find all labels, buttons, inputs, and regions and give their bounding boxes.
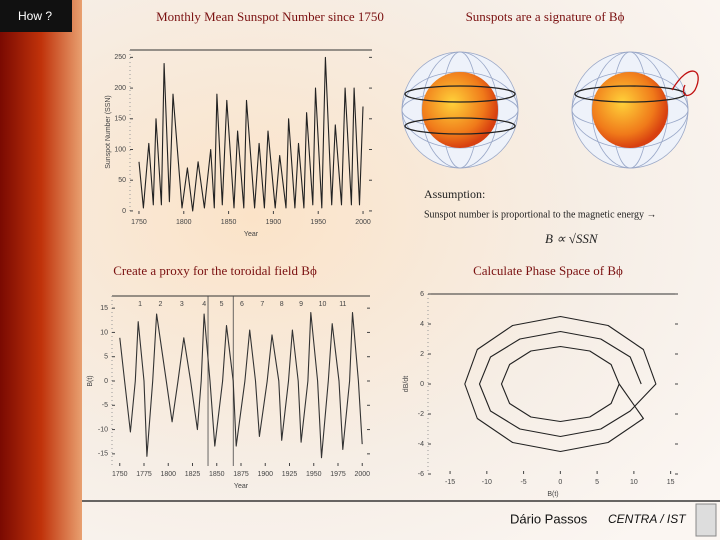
y-tick-label: -4 bbox=[418, 441, 424, 448]
cycle-label: 4 bbox=[202, 301, 206, 308]
cycle-label: 7 bbox=[260, 301, 264, 308]
y-axis-label: Sunspot Number (SSN) bbox=[105, 95, 112, 169]
cycle-label: 9 bbox=[299, 301, 303, 308]
sphere-left bbox=[401, 51, 519, 169]
y-tick-label: 4 bbox=[420, 321, 424, 328]
y-tick-label: 50 bbox=[118, 177, 126, 184]
x-tick-label: 2000 bbox=[355, 219, 371, 226]
data-line bbox=[464, 315, 657, 453]
x-tick-label: 1925 bbox=[282, 471, 298, 478]
y-tick-label: 100 bbox=[114, 146, 126, 153]
x-tick-label: 15 bbox=[667, 479, 675, 486]
y-tick-label: 200 bbox=[114, 85, 126, 92]
formula: B ∝ √SSN bbox=[545, 231, 599, 246]
cycle-label: 3 bbox=[180, 301, 184, 308]
x-tick-label: 0 bbox=[558, 479, 562, 486]
y-tick-label: -10 bbox=[98, 426, 108, 433]
y-tick-label: -5 bbox=[102, 402, 108, 409]
y-tick-label: -6 bbox=[418, 471, 424, 478]
x-tick-label: 1750 bbox=[112, 471, 128, 478]
cycle-label: 11 bbox=[339, 301, 346, 308]
x-tick-label: -5 bbox=[520, 479, 526, 486]
x-tick-label: 1850 bbox=[209, 471, 225, 478]
x-tick-label: 1900 bbox=[266, 219, 282, 226]
badge-box bbox=[0, 0, 72, 32]
badge: How ? bbox=[18, 9, 52, 23]
x-tick-label: 5 bbox=[595, 479, 599, 486]
y-axis-label: dB/dt bbox=[403, 376, 410, 392]
x-tick-label: 2000 bbox=[354, 471, 370, 478]
assumption-heading: Assumption: bbox=[424, 187, 485, 201]
x-axis-label: Year bbox=[244, 231, 259, 238]
y-tick-label: 2 bbox=[420, 351, 424, 358]
y-tick-label: 10 bbox=[100, 329, 108, 336]
x-tick-label: 1875 bbox=[233, 471, 249, 478]
y-tick-label: 0 bbox=[420, 381, 424, 388]
y-tick-label: -2 bbox=[418, 411, 424, 418]
y-tick-label: 0 bbox=[104, 378, 108, 385]
author: Dário Passos bbox=[510, 511, 588, 526]
sphere-title: Sunspots are a signature of Bϕ bbox=[466, 9, 625, 24]
x-tick-label: 1800 bbox=[176, 219, 192, 226]
logo bbox=[695, 503, 717, 537]
y-tick-label: 5 bbox=[104, 354, 108, 361]
chart-title: Monthly Mean Sunspot Number since 1750 bbox=[156, 9, 384, 24]
assumption-text: Sunspot number is proportional to the ma… bbox=[424, 209, 657, 220]
cycle-label: 8 bbox=[280, 301, 284, 308]
x-tick-label: 1850 bbox=[221, 219, 237, 226]
y-tick-label: 250 bbox=[114, 54, 126, 61]
cycle-label: 10 bbox=[319, 301, 327, 308]
x-tick-label: 1975 bbox=[330, 471, 346, 478]
chart-title: Create a proxy for the toroidal field Bϕ bbox=[113, 263, 317, 278]
x-tick-label: 1900 bbox=[257, 471, 273, 478]
chart-title: Calculate Phase Space of Bϕ bbox=[473, 263, 623, 278]
y-tick-label: 150 bbox=[114, 116, 126, 123]
y-tick-label: 0 bbox=[122, 208, 126, 215]
y-tick-label: 6 bbox=[420, 291, 424, 298]
x-axis-label: B(t) bbox=[547, 491, 558, 498]
x-tick-label: 1750 bbox=[131, 219, 147, 226]
x-tick-label: 1950 bbox=[306, 471, 322, 478]
x-tick-label: 1775 bbox=[136, 471, 152, 478]
affiliation: CENTRA / IST bbox=[608, 512, 687, 526]
y-axis-label: B(t) bbox=[87, 375, 94, 386]
y-tick-label: 15 bbox=[100, 305, 108, 312]
x-tick-label: -15 bbox=[445, 479, 455, 486]
cycle-label: 2 bbox=[159, 301, 163, 308]
x-tick-label: 1825 bbox=[185, 471, 201, 478]
cycle-label: 1 bbox=[138, 301, 142, 308]
y-tick-label: -15 bbox=[98, 451, 108, 458]
x-tick-label: 1950 bbox=[310, 219, 326, 226]
x-axis-label: Year bbox=[234, 483, 249, 490]
cycle-label: 5 bbox=[220, 301, 224, 308]
cycle-label: 6 bbox=[240, 301, 244, 308]
x-tick-label: 10 bbox=[630, 479, 638, 486]
data-line bbox=[138, 56, 364, 212]
sun-strip bbox=[0, 0, 82, 540]
sphere-right bbox=[571, 51, 699, 169]
data-line bbox=[119, 311, 363, 459]
x-tick-label: 1800 bbox=[160, 471, 176, 478]
x-tick-label: -10 bbox=[482, 479, 492, 486]
